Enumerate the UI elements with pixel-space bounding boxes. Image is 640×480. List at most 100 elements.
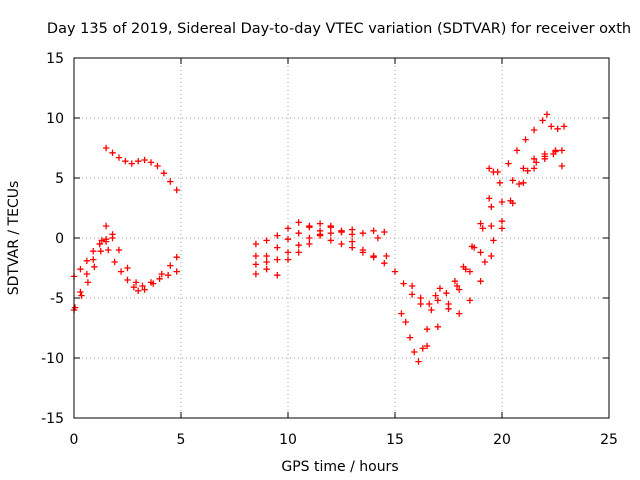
data-point	[124, 264, 131, 272]
data-point	[451, 278, 459, 285]
data-point	[453, 282, 461, 290]
series-arc-r	[456, 147, 559, 317]
data-point	[558, 162, 566, 170]
data-point	[252, 240, 260, 248]
data-point	[263, 258, 270, 266]
data-point	[488, 252, 495, 260]
data-point	[327, 230, 334, 237]
data-point	[284, 225, 292, 232]
data-point	[338, 240, 345, 248]
data-point	[141, 286, 148, 293]
data-point	[445, 300, 452, 308]
data-point	[524, 167, 531, 174]
series-arc-j	[252, 232, 377, 266]
data-point	[477, 249, 484, 256]
data-point	[530, 155, 538, 162]
data-point	[432, 292, 439, 299]
data-point	[84, 279, 92, 286]
data-point	[128, 160, 135, 167]
data-point	[554, 125, 561, 132]
series-arc-t	[488, 148, 559, 230]
series-arc-f	[139, 268, 180, 290]
data-point	[423, 326, 431, 333]
data-point	[91, 263, 98, 270]
data-point	[490, 168, 497, 176]
data-point	[327, 237, 334, 244]
series-arc-q	[445, 111, 551, 308]
data-point	[102, 238, 110, 245]
series-arc-h	[252, 219, 356, 248]
data-point	[456, 286, 463, 293]
data-point	[411, 348, 418, 356]
data-point	[381, 228, 388, 236]
x-tick-label: 0	[70, 432, 79, 448]
data-point	[252, 252, 260, 260]
data-point	[295, 242, 302, 249]
data-point	[398, 310, 405, 317]
data-point	[284, 249, 292, 256]
data-point	[520, 179, 527, 186]
data-point	[173, 268, 180, 275]
series-arc-u	[548, 123, 568, 132]
data-point	[167, 262, 174, 269]
data-point	[548, 123, 555, 130]
data-point	[111, 258, 118, 266]
data-point	[558, 147, 566, 154]
data-point	[263, 252, 270, 260]
data-point	[498, 218, 506, 225]
data-point	[109, 234, 116, 242]
series-arc-l	[284, 224, 388, 267]
data-point	[434, 323, 441, 330]
data-point	[135, 158, 142, 165]
data-point	[417, 294, 424, 302]
data-point	[130, 284, 138, 291]
series-arc-m	[374, 234, 424, 308]
data-point	[284, 256, 292, 263]
data-point	[415, 358, 422, 365]
data-point	[406, 334, 414, 341]
data-point	[156, 275, 163, 282]
series-arc-o	[408, 168, 501, 308]
data-point	[423, 342, 431, 350]
data-point	[456, 310, 463, 317]
x-axis-label: GPS time / hours	[281, 459, 398, 475]
data-point	[383, 252, 390, 260]
data-point	[426, 300, 433, 308]
data-point	[479, 225, 486, 232]
data-point	[560, 123, 568, 130]
data-point	[316, 231, 324, 238]
data-point	[485, 195, 493, 202]
data-point	[83, 270, 91, 278]
chart-title: Day 135 of 2019, Sidereal Day-to-day VTE…	[47, 21, 631, 37]
y-tick-label: 15	[46, 51, 64, 67]
data-point	[96, 240, 103, 248]
data-point	[408, 282, 416, 290]
series-arc-d	[98, 237, 142, 294]
data-point	[498, 198, 506, 206]
data-point	[71, 304, 79, 311]
series-arc-g	[102, 144, 180, 194]
data-point	[391, 268, 399, 275]
data-point	[359, 230, 367, 237]
data-point	[370, 227, 377, 234]
x-tick-label: 5	[177, 432, 186, 448]
series-arc-e	[102, 234, 180, 293]
data-point	[284, 236, 292, 243]
data-point	[83, 257, 91, 264]
data-point	[507, 197, 514, 204]
data-point	[539, 117, 546, 124]
data-point	[154, 162, 161, 170]
data-point	[408, 291, 416, 298]
data-point	[338, 228, 345, 236]
data-point	[295, 230, 302, 237]
data-point	[543, 111, 551, 118]
data-point	[530, 126, 538, 134]
series-arc-s	[481, 147, 566, 266]
data-points	[70, 111, 568, 365]
data-point	[541, 150, 548, 158]
series-arc-k	[252, 266, 281, 279]
data-point	[90, 248, 97, 255]
data-point	[164, 272, 172, 279]
data-point	[102, 144, 110, 152]
